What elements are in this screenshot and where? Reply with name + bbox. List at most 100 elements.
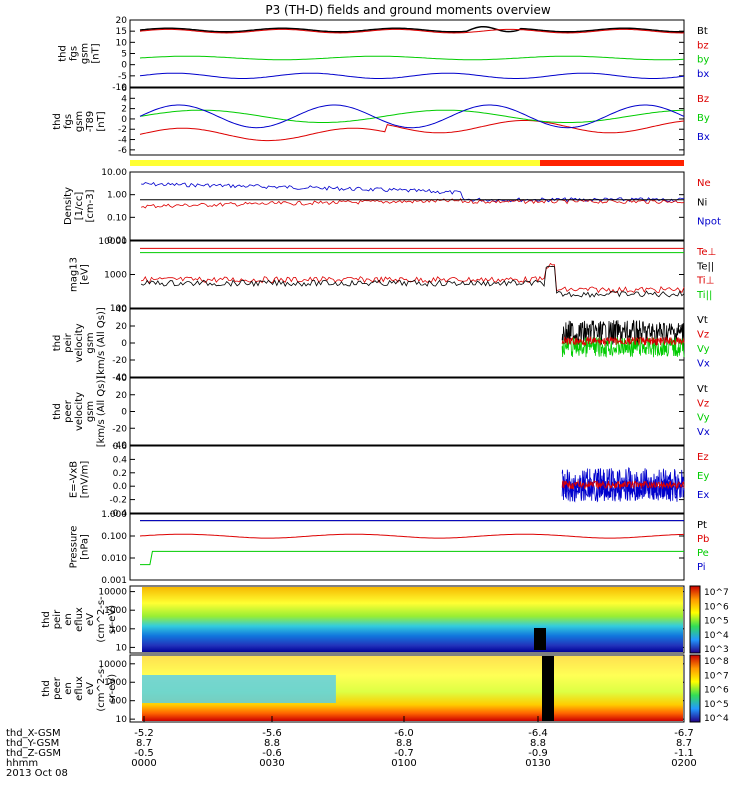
y-axis-label-line: thd (52, 113, 63, 130)
y-tick-label: 10000 (98, 237, 127, 247)
colorbar-scale (689, 654, 701, 723)
y-tick-label: -2 (118, 125, 127, 135)
xaxis-value: -0.7 (394, 748, 414, 759)
legend-entry: By (697, 113, 710, 124)
y-tick-label: 20 (116, 391, 128, 401)
xaxis-row-label: thd_Y-GSM (6, 738, 59, 749)
xaxis-value: -5.2 (134, 728, 154, 739)
y-axis-label: Pressure[nPa] (69, 526, 91, 569)
series-Vz (561, 335, 685, 347)
y-axis-label: thdpeirenefluxeV(cm^2-s-sr-eV) (41, 596, 118, 643)
y-axis-label-line: velocity (74, 323, 85, 362)
legend-entry: Npot (697, 217, 721, 228)
y-axis-label-line: peer (63, 399, 74, 423)
xaxis-row-label: thd_X-GSM (6, 728, 61, 739)
legend-entry: Ti|| (696, 290, 712, 301)
legend-entry: Vz (697, 330, 709, 341)
y-axis-label-line: gsm (74, 111, 85, 132)
y-tick-label: 1.00 (107, 191, 127, 201)
legend-entry: Pt (697, 520, 707, 531)
legend-entry: Vt (697, 384, 708, 395)
legend-entry: Vt (697, 315, 708, 326)
legend-entry: bx (697, 69, 709, 80)
panel-frame (129, 240, 685, 309)
y-axis-label-line: eV (85, 682, 96, 695)
xaxis-value: 0200 (671, 758, 696, 769)
xaxis-value: 8.8 (396, 738, 412, 749)
y-tick-label: -40 (112, 373, 127, 383)
y-axis-label-line: mag13 (69, 257, 80, 292)
xaxis-value: -6.0 (394, 728, 414, 739)
y-tick-label: 2 (121, 105, 127, 115)
y-tick-label: 40 (116, 374, 128, 384)
legend-entry: Bt (697, 26, 708, 37)
y-axis-label-line: Density (63, 187, 74, 225)
colorbar-label: 10^8 (704, 657, 729, 667)
colorbar-label: 10^3 (704, 645, 729, 655)
colorbar-label: 10^4 (704, 631, 729, 641)
y-tick-label: 5 (121, 50, 127, 60)
panel-peir_velocity: 40 20 0 -20 -40 thdpeirvelocitygsm[km/s (All … (52, 305, 710, 383)
spectrogram (142, 587, 683, 652)
y-tick-label: 40 (116, 305, 128, 315)
y-tick-label: 1.000 (101, 510, 127, 520)
xaxis-value: -0.9 (528, 748, 548, 759)
y-axis-label-line: velocity (74, 392, 85, 431)
y-tick-label: 10000 (98, 588, 127, 598)
y-axis-label-line: E=-VxB (69, 461, 80, 498)
y-tick-label: 100 (110, 697, 127, 707)
series-by (139, 55, 685, 61)
y-tick-label: 10000 (98, 660, 127, 670)
colorbar-label: 10^5 (704, 617, 729, 627)
figure-title: P3 (TH-D) fields and ground moments over… (265, 3, 550, 17)
y-tick-label: -0.2 (109, 496, 127, 506)
xaxis-value: -0.6 (262, 748, 282, 759)
xaxis-value: 8.7 (136, 738, 152, 749)
legend-entry: Te|| (696, 261, 714, 272)
y-axis-label-line: eflux (74, 607, 85, 632)
y-tick-label: 1000 (104, 606, 127, 616)
y-tick-label: 20 (116, 322, 128, 332)
y-axis-label-line: thd (52, 403, 63, 420)
series-Pe (140, 550, 684, 566)
y-axis-label-line: peir (63, 332, 74, 352)
y-axis-label: thdpeirvelocitygsm[km/s (All Qs)] (52, 307, 107, 379)
y-axis-label: thdfgsgsm[nT] (58, 43, 102, 64)
y-axis-label: Density[1/cc][cm-3] (63, 187, 96, 225)
y-tick-label: 10 (116, 715, 128, 725)
legend-entry: Vx (697, 427, 710, 438)
y-axis-label-line: fgs (63, 114, 74, 129)
y-tick-label: -20 (112, 356, 127, 366)
xaxis-value: 0030 (259, 758, 284, 769)
legend-entry: Ey (697, 471, 709, 482)
colorbar-label: 10^6 (704, 602, 729, 612)
xaxis-value: -1.1 (674, 748, 694, 759)
colorbar: 10^8 10^7 10^6 10^5 10^4 (689, 654, 729, 724)
y-tick-label: 0 (121, 61, 127, 71)
legend-entry: Bz (697, 94, 709, 105)
series-bx (139, 72, 685, 79)
series-Pb (139, 533, 685, 539)
series-Bx (139, 104, 685, 129)
y-axis-label-line: peir (52, 609, 63, 629)
y-tick-label: 100 (110, 625, 127, 635)
xaxis-value: -0.5 (134, 748, 154, 759)
y-axis-label-line: [km/s (All Qs)] (96, 307, 107, 379)
panel-frame (129, 513, 685, 581)
y-axis-label-line: [nT] (96, 111, 107, 131)
spectrogram-region (142, 675, 336, 703)
y-tick-label: -10 (112, 83, 127, 93)
colorbar-label: 10^6 (704, 686, 729, 696)
y-tick-label: 10 (116, 643, 128, 653)
data-gap (534, 628, 546, 650)
y-axis-label-line: [cm-3] (85, 189, 96, 222)
xaxis-value: -6.4 (528, 728, 548, 739)
xaxis-value: 8.8 (530, 738, 546, 749)
mode-bar-slow (130, 160, 540, 166)
y-tick-label: 0.2 (113, 469, 127, 479)
mode-bar (130, 160, 684, 166)
y-axis-label: thdpeerenefluxeV(cm^2-s-sr-eV) (41, 665, 118, 712)
panel-efield: 0.6 0.4 0.2 0.0 -0.2 -0.4 E=-VxB[mV/m] Ez Ey Ex (69, 442, 710, 519)
